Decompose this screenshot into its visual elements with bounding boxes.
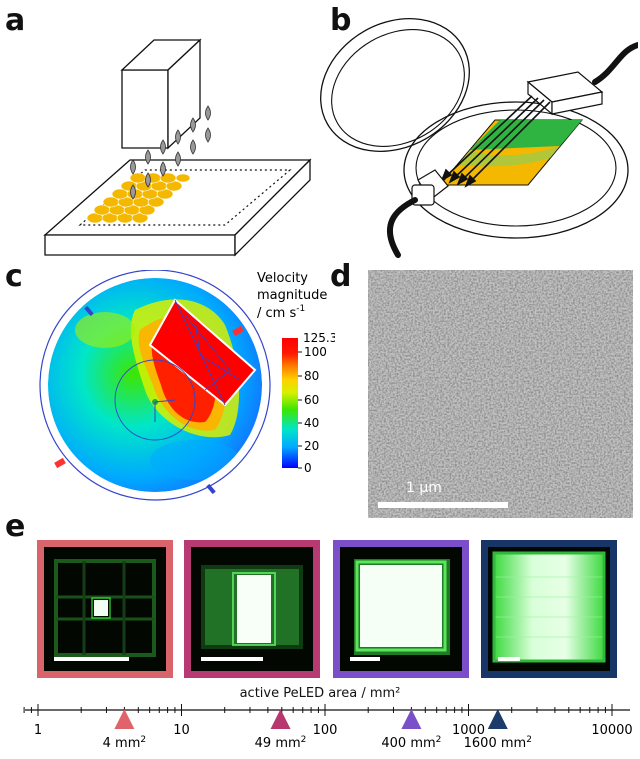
outlet-hose (386, 197, 418, 258)
area-marker (487, 709, 508, 729)
device-photo-1600mm2 (481, 540, 617, 678)
area-marker (401, 709, 422, 729)
colorbar (282, 338, 298, 468)
tick-label: 1000 (452, 723, 485, 738)
tick-label: 100 (313, 723, 338, 738)
chamber-base (403, 101, 629, 239)
colorbar-tick-100: 100 (304, 345, 327, 359)
colorbar-tick-60: 60 (304, 393, 319, 407)
device-photo-1600mm2-content (488, 547, 610, 671)
sem-scalebar-label: 1 µm (406, 480, 442, 496)
tick-label: 10 (173, 723, 190, 738)
device-photo-4mm2 (37, 540, 173, 678)
inlet-hose (592, 42, 638, 85)
device-photo-4mm2-content (44, 547, 166, 671)
applicator-head-front (121, 69, 169, 149)
substrate-top (43, 159, 312, 236)
film-transition (458, 146, 560, 167)
sem-texture (368, 270, 633, 518)
velocity-simulation: Velocity magnitude / cm s-1 125.344 100 … (39, 270, 335, 501)
panel-label-b: b (330, 3, 352, 38)
inner-ring (114, 359, 196, 441)
coating-illustration (43, 38, 312, 257)
sem-image: 1 µm (368, 270, 633, 518)
colorbar-tick-20: 20 (304, 439, 319, 453)
area-marker-label: 1600 mm2 (464, 735, 532, 751)
sem-scalebar (378, 502, 508, 508)
flow-arrows (440, 95, 551, 188)
colorbar-title-line3: / cm s-1 (257, 304, 305, 321)
chamber-lid (320, 17, 470, 153)
substrate-mesh-lines (174, 299, 241, 406)
axis-title: active PeLED area / mm² (239, 686, 401, 701)
port-marker (206, 483, 216, 495)
panel-label-c: c (5, 259, 23, 294)
tick-label: 10000 (591, 723, 632, 738)
device-photo-49mm2-content (191, 547, 313, 671)
outlet-port (54, 457, 66, 469)
colorbar-ticks (298, 351, 302, 469)
film-green-region (470, 120, 582, 150)
panel-label-d: d (330, 259, 352, 294)
colorbar-tick-40: 40 (304, 416, 319, 430)
device-photo-400mm2 (333, 540, 469, 678)
panel-label-a: a (5, 3, 26, 38)
area-marker-label: 4 mm2 (103, 735, 146, 751)
substrate-side (234, 158, 311, 257)
colorbar-title-line1: Velocity (257, 271, 308, 286)
chamber-outline (39, 270, 271, 501)
area-axis: 1 10 100 1000 10000 4 mm2 49 mm2 400 mm2 1600 mm… (23, 704, 633, 751)
device-photo-400mm2-content (340, 547, 462, 671)
device-photo-49mm2 (184, 540, 320, 678)
gas-inlet-side (551, 91, 603, 115)
area-marker (114, 709, 135, 729)
area-marker-label: 49 mm2 (255, 735, 307, 751)
chamber-lid-inner (331, 29, 465, 147)
axis-arrow-x (154, 399, 176, 403)
area-marker (270, 709, 291, 729)
area-marker-label: 400 mm2 (381, 735, 441, 751)
port-marker (84, 305, 94, 317)
substrate-front (44, 234, 236, 256)
falling-droplets (130, 105, 211, 200)
colorbar-max-label: 125.344 (303, 331, 335, 345)
tick-label: 1 (34, 723, 42, 738)
colorbar-title-line2: magnitude (257, 288, 327, 303)
inlet-port (232, 325, 244, 337)
panel-label-e: e (5, 509, 26, 544)
colorbar-tick-0: 0 (304, 461, 312, 475)
flow-chamber-illustration (320, 17, 638, 258)
colorbar-tick-80: 80 (304, 369, 319, 383)
